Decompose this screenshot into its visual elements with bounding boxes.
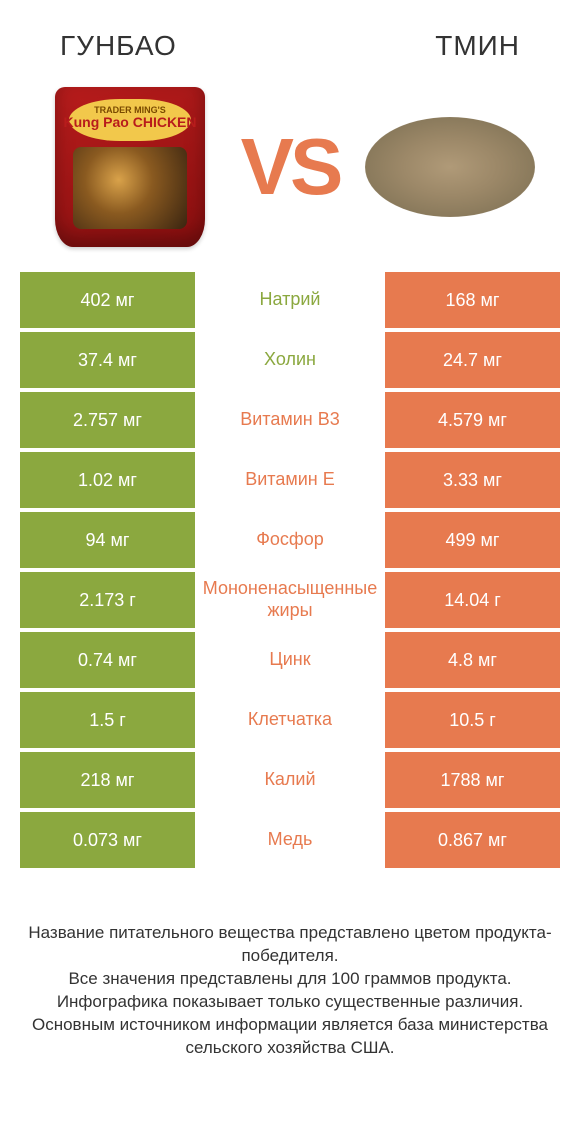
- cell-nutrient-label: Витамин B3: [195, 392, 385, 448]
- footer: Название питательного вещества представл…: [0, 872, 580, 1060]
- cell-right-value: 499 мг: [385, 512, 560, 568]
- table-row: 2.757 мгВитамин B34.579 мг: [20, 392, 560, 448]
- package-big-text: Kung Pao CHICKEN: [55, 115, 205, 129]
- cell-left-value: 37.4 мг: [20, 332, 195, 388]
- footer-line: Инфографика показывает только существенн…: [25, 991, 555, 1014]
- cell-left-value: 218 мг: [20, 752, 195, 808]
- footer-line: Основным источником информации является …: [25, 1014, 555, 1060]
- cell-left-value: 1.02 мг: [20, 452, 195, 508]
- cell-left-value: 402 мг: [20, 272, 195, 328]
- cell-left-value: 94 мг: [20, 512, 195, 568]
- table-row: 218 мгКалий1788 мг: [20, 752, 560, 808]
- cell-right-value: 3.33 мг: [385, 452, 560, 508]
- table-row: 1.5 гКлетчатка10.5 г: [20, 692, 560, 748]
- cell-nutrient-label: Витамин E: [195, 452, 385, 508]
- cell-left-value: 0.073 мг: [20, 812, 195, 868]
- table-row: 1.02 мгВитамин E3.33 мг: [20, 452, 560, 508]
- cell-right-value: 4.579 мг: [385, 392, 560, 448]
- cell-nutrient-label: Натрий: [195, 272, 385, 328]
- cell-nutrient-label: Медь: [195, 812, 385, 868]
- footer-line: Название питательного вещества представл…: [25, 922, 555, 968]
- table-row: 0.74 мгЦинк4.8 мг: [20, 632, 560, 688]
- product-right-image: [360, 82, 540, 252]
- cell-nutrient-label: Клетчатка: [195, 692, 385, 748]
- table-row: 2.173 гМононенасыщенные жиры14.04 г: [20, 572, 560, 628]
- cell-right-value: 4.8 мг: [385, 632, 560, 688]
- title-right: ТМИН: [435, 30, 520, 62]
- table-row: 37.4 мгХолин24.7 мг: [20, 332, 560, 388]
- header: ГУНБАО ТМИН: [0, 0, 580, 72]
- cell-nutrient-label: Цинк: [195, 632, 385, 688]
- cell-nutrient-label: Холин: [195, 332, 385, 388]
- images-row: TRADER MING'S Kung Pao CHICKEN VS: [0, 72, 580, 272]
- comparison-table: 402 мгНатрий168 мг37.4 мгХолин24.7 мг2.7…: [0, 272, 580, 868]
- cell-left-value: 2.173 г: [20, 572, 195, 628]
- table-row: 0.073 мгМедь0.867 мг: [20, 812, 560, 868]
- cell-right-value: 0.867 мг: [385, 812, 560, 868]
- cell-nutrient-label: Фосфор: [195, 512, 385, 568]
- title-left: ГУНБАО: [60, 30, 177, 62]
- vs-label: VS: [241, 121, 340, 213]
- table-row: 402 мгНатрий168 мг: [20, 272, 560, 328]
- cell-right-value: 168 мг: [385, 272, 560, 328]
- cell-right-value: 1788 мг: [385, 752, 560, 808]
- cell-right-value: 24.7 мг: [385, 332, 560, 388]
- cell-nutrient-label: Мононенасыщенные жиры: [195, 572, 385, 628]
- cell-left-value: 1.5 г: [20, 692, 195, 748]
- product-left-image: TRADER MING'S Kung Pao CHICKEN: [40, 82, 220, 252]
- table-row: 94 мгФосфор499 мг: [20, 512, 560, 568]
- cell-right-value: 10.5 г: [385, 692, 560, 748]
- package-icon: TRADER MING'S Kung Pao CHICKEN: [55, 87, 205, 247]
- cell-nutrient-label: Калий: [195, 752, 385, 808]
- cell-left-value: 0.74 мг: [20, 632, 195, 688]
- footer-line: Все значения представлены для 100 граммо…: [25, 968, 555, 991]
- package-window-icon: [73, 147, 187, 229]
- cell-left-value: 2.757 мг: [20, 392, 195, 448]
- seeds-icon: [365, 117, 535, 217]
- cell-right-value: 14.04 г: [385, 572, 560, 628]
